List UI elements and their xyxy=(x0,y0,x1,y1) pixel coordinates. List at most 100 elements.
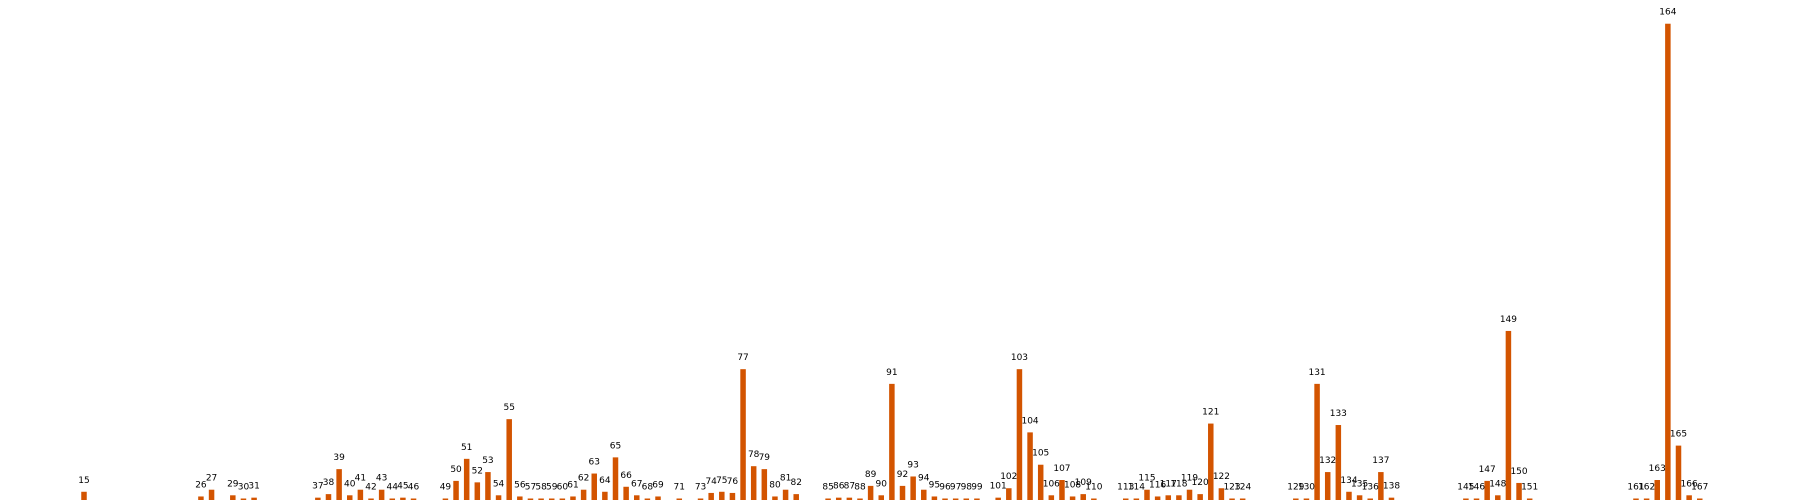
data-label-131: 131 xyxy=(1308,368,1325,378)
bar-79 xyxy=(761,469,768,500)
data-label-75: 75 xyxy=(716,476,727,486)
data-label-122: 122 xyxy=(1213,472,1230,482)
bar-55 xyxy=(506,419,512,500)
data-label-97: 97 xyxy=(950,483,961,493)
bar-88 xyxy=(857,498,863,500)
bar-81 xyxy=(782,489,789,500)
data-label-68: 68 xyxy=(642,483,654,493)
bar-69 xyxy=(655,496,661,500)
bar-137 xyxy=(1378,472,1384,500)
bar-121 xyxy=(1208,423,1214,500)
data-label-107: 107 xyxy=(1053,464,1070,474)
bar-129 xyxy=(1293,498,1299,500)
bar-73 xyxy=(697,498,704,500)
data-label-40: 40 xyxy=(344,479,356,489)
bar-163 xyxy=(1654,480,1660,500)
data-label-99: 99 xyxy=(971,483,983,493)
data-label-106: 106 xyxy=(1043,479,1060,489)
bar-133 xyxy=(1335,425,1342,500)
bar-135 xyxy=(1356,495,1363,500)
bar-61 xyxy=(570,496,576,500)
data-label-119: 119 xyxy=(1181,474,1198,484)
data-label-86: 86 xyxy=(833,482,845,492)
data-label-115: 115 xyxy=(1138,474,1155,484)
bar-120 xyxy=(1197,494,1203,500)
bar-39 xyxy=(336,469,342,500)
bar-27 xyxy=(208,489,215,500)
data-label-73: 73 xyxy=(695,483,706,493)
bar-106 xyxy=(1048,495,1055,500)
bar-68 xyxy=(644,498,651,500)
bar-38 xyxy=(325,494,332,500)
data-label-62: 62 xyxy=(578,474,589,484)
bar-30 xyxy=(240,498,247,500)
data-label-46: 46 xyxy=(408,483,420,493)
data-label-98: 98 xyxy=(961,483,973,493)
data-label-53: 53 xyxy=(482,456,493,466)
bar-56 xyxy=(517,496,523,500)
bar-75 xyxy=(719,491,725,500)
data-label-54: 54 xyxy=(493,479,505,489)
data-label-130: 130 xyxy=(1298,483,1315,493)
data-label-94: 94 xyxy=(918,474,930,484)
bar-76 xyxy=(729,492,736,500)
bar-131 xyxy=(1314,383,1320,500)
bar-136 xyxy=(1367,498,1373,500)
data-label-64: 64 xyxy=(599,476,611,486)
bar-149 xyxy=(1505,330,1512,500)
bar-94 xyxy=(921,489,927,500)
data-label-49: 49 xyxy=(440,483,452,493)
data-label-135: 135 xyxy=(1351,479,1368,489)
data-label-120: 120 xyxy=(1192,478,1209,488)
bar-31 xyxy=(251,497,257,500)
data-label-133: 133 xyxy=(1330,409,1347,419)
data-label-114: 114 xyxy=(1128,483,1145,493)
data-label-147: 147 xyxy=(1479,465,1496,475)
data-label-91: 91 xyxy=(886,368,897,378)
data-label-45: 45 xyxy=(397,482,408,492)
bar-138 xyxy=(1388,497,1395,500)
data-label-164: 164 xyxy=(1659,8,1676,18)
bar-49 xyxy=(442,498,449,500)
data-label-93: 93 xyxy=(907,460,918,470)
bar-164 xyxy=(1665,23,1671,500)
data-label-56: 56 xyxy=(514,480,526,490)
data-label-69: 69 xyxy=(652,480,664,490)
bar-87 xyxy=(846,497,853,500)
data-label-66: 66 xyxy=(620,471,632,481)
bar-113 xyxy=(1122,498,1129,500)
data-label-26: 26 xyxy=(195,480,207,490)
bar-62 xyxy=(580,489,587,500)
bar-26 xyxy=(198,496,204,500)
data-label-30: 30 xyxy=(238,483,250,493)
bar-145 xyxy=(1463,498,1469,500)
data-label-71: 71 xyxy=(674,483,685,493)
data-label-121: 121 xyxy=(1202,408,1219,418)
bar-54 xyxy=(495,495,502,500)
bar-46 xyxy=(410,498,417,500)
bar-90 xyxy=(878,495,884,500)
data-label-95: 95 xyxy=(929,480,940,490)
data-label-146: 146 xyxy=(1468,483,1485,493)
data-label-165: 165 xyxy=(1670,430,1687,440)
data-label-29: 29 xyxy=(227,479,239,489)
bar-59 xyxy=(548,498,555,500)
bar-102 xyxy=(1006,488,1012,500)
data-label-118: 118 xyxy=(1170,479,1187,489)
data-label-149: 149 xyxy=(1500,315,1517,325)
data-label-51: 51 xyxy=(461,443,472,453)
data-label-116: 116 xyxy=(1149,480,1166,490)
bar-15 xyxy=(81,491,87,500)
bar-60 xyxy=(559,498,566,500)
data-label-134: 134 xyxy=(1340,476,1357,486)
bar-150 xyxy=(1516,482,1522,500)
data-label-78: 78 xyxy=(748,450,760,460)
data-label-110: 110 xyxy=(1085,483,1102,493)
data-label-27: 27 xyxy=(206,474,217,484)
bar-118 xyxy=(1176,495,1182,500)
bar-66 xyxy=(623,486,629,500)
data-label-113: 113 xyxy=(1117,483,1134,493)
bar-134 xyxy=(1346,491,1352,500)
data-label-137: 137 xyxy=(1372,456,1389,466)
data-label-58: 58 xyxy=(535,483,547,493)
